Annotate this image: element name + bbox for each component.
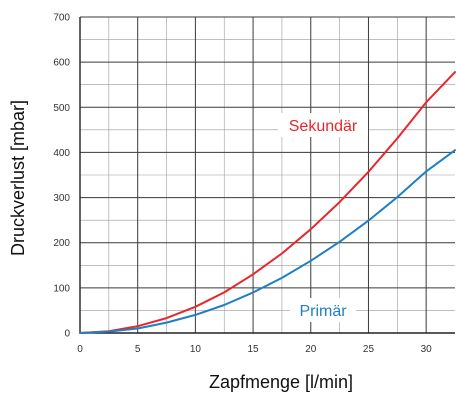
x-tick-label: 20: [305, 344, 317, 355]
grid: [79, 16, 455, 334]
label-background-primar: [290, 298, 356, 322]
y-axis-label: Druckverlust [mbar]: [8, 100, 28, 256]
series-lines: [79, 71, 456, 334]
series-line-0: [79, 71, 456, 334]
series-line-1: [79, 149, 456, 334]
y-tick-label: 100: [53, 283, 70, 294]
y-tick-label: 400: [53, 148, 70, 159]
y-tick-label: 300: [53, 193, 70, 204]
label-background-sekundar: [278, 113, 368, 137]
y-tick-label: 600: [53, 58, 70, 69]
y-tick-label: 0: [64, 329, 70, 340]
x-tick-label: 15: [248, 344, 260, 355]
x-tick-label: 30: [421, 344, 433, 355]
x-tick-label: 10: [190, 344, 202, 355]
y-tick-label: 700: [53, 13, 70, 24]
series-label-primar: Primär: [299, 303, 347, 320]
x-tick-label: 5: [135, 344, 141, 355]
x-tick-label: 0: [77, 344, 83, 355]
y-tick-label: 200: [53, 238, 70, 249]
x-axis-label: Zapfmenge [l/min]: [209, 372, 353, 392]
series-label-sekundar: Sekundär: [289, 118, 358, 135]
y-tick-label: 500: [53, 103, 70, 114]
x-tick-label: 25: [363, 344, 375, 355]
tick-labels: 0 100 200 300 400 500 600 700 0 5 10 15 20 25 30: [53, 13, 432, 356]
